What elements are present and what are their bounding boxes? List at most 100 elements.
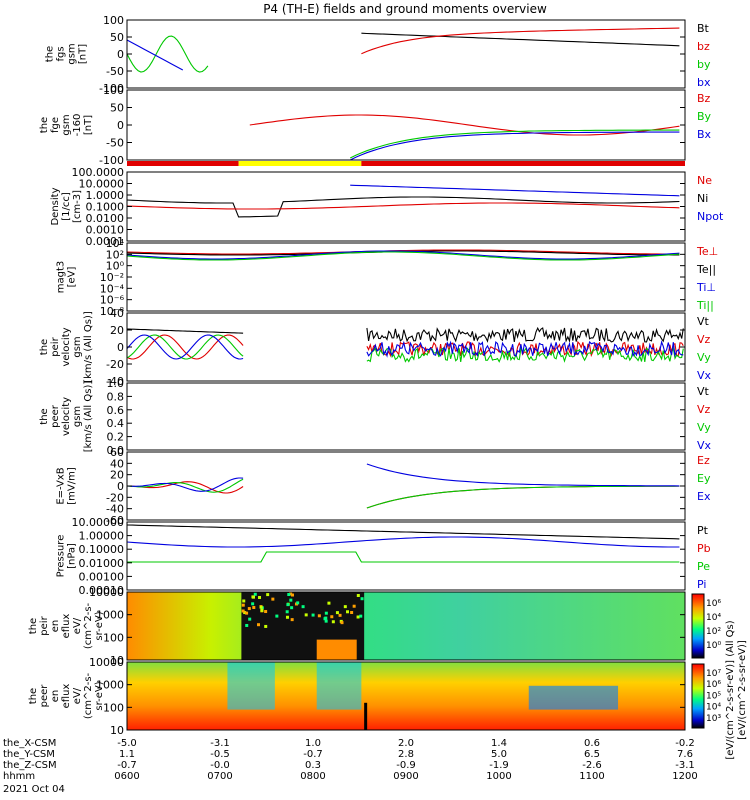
x-axis-value: 1100: [579, 771, 604, 782]
y-tick-label: 100: [103, 84, 124, 97]
y-axis-label: Pressure [nPa]: [56, 535, 78, 578]
ion-spectrogram-cell: [289, 592, 293, 596]
legend-entry: Bx: [697, 128, 712, 141]
y-tick-label: 20: [110, 324, 124, 337]
colorbar-label-ele: [eV/(cm^2-s-sr-eV)]: [737, 640, 748, 740]
ion-spectrogram-cell: [324, 611, 328, 615]
x-axis-value: 1000: [486, 771, 511, 782]
x-axis-value: -0.7: [117, 760, 137, 771]
electron-spectrogram-cool: [227, 662, 275, 710]
x-axis-value: 1.1: [119, 749, 135, 760]
colorbar-tick-label: 10⁵: [706, 691, 721, 701]
y-tick-label: 40: [110, 307, 124, 320]
ion-spectrogram-cell: [340, 621, 344, 625]
legend-entry: Pi: [697, 578, 706, 591]
ion-spectrogram-cell: [324, 619, 328, 623]
x-axis-value: 2.0: [398, 738, 414, 749]
legend-entry: bx: [697, 76, 711, 89]
y-axis-label-line: magt3: [56, 261, 67, 294]
ion-spectrogram-cell: [289, 598, 293, 602]
series-Ni: [127, 196, 680, 218]
ion-spectrogram-hot: [316, 639, 357, 660]
y-axis-label-line: fgs: [56, 46, 67, 61]
y-tick-label: 10000: [89, 656, 124, 669]
ion-spectrogram-cell: [286, 603, 290, 607]
x-axis-value: 5.0: [491, 749, 507, 760]
ion-spectrogram-cell: [259, 605, 263, 609]
y-axis-label-line: E=-VxB: [56, 467, 67, 504]
y-axis-label-line: [eV]: [67, 267, 78, 288]
electron-spectrogram-cool: [528, 685, 619, 710]
y-axis-label-line: gsm: [72, 406, 83, 427]
series-Vt: [127, 328, 244, 334]
x-axis-value: -0.5: [210, 749, 230, 760]
series-Ti-perp: [127, 250, 680, 260]
y-axis-label-line: the: [45, 46, 56, 62]
y-tick-label: 10⁻⁸: [100, 305, 125, 318]
y-axis-label-line: gsm: [61, 114, 72, 135]
panel-6: 1.00.80.60.40.20.0 the peer velocity gsm [km/…: [39, 377, 712, 457]
status-bar-yellow: [238, 161, 362, 166]
y-tick-label: 1000: [96, 609, 124, 622]
y-tick-label: 10²: [106, 248, 124, 261]
x-axis-value: 2.8: [398, 749, 414, 760]
ion-spectrogram-cell: [252, 606, 256, 610]
y-axis-label-line: [nT]: [83, 115, 94, 135]
series-Ey: [127, 478, 244, 493]
legend-entry: Vx: [697, 369, 712, 382]
y-tick-label: 0.0100: [86, 212, 125, 225]
panel-2: 100 50 0 -50 -100 the fge gsm -160 [nT] Bz By Bx: [39, 84, 712, 167]
legend-entry: Te||: [696, 263, 716, 276]
y-axis-label-line: [1/cc]: [61, 192, 72, 221]
y-tick-label: 0.8: [107, 390, 125, 403]
series-Vx: [366, 340, 684, 358]
y-axis-label-line: (cm^2-s-: [83, 602, 94, 649]
y-axis-label-line: -160: [72, 114, 83, 137]
y-tick-label: 10⁻⁴: [100, 282, 125, 295]
status-bar-red: [127, 161, 239, 166]
y-axis-label-line: Density: [50, 187, 61, 225]
series-Ex: [127, 477, 244, 492]
y-tick-label: 60: [110, 446, 124, 459]
y-axis-label-line: eV/: [72, 617, 83, 634]
ion-spectrogram-cell: [296, 601, 300, 605]
series-Npot: [350, 184, 680, 197]
y-axis-label-line: the: [28, 618, 39, 634]
legend-entry: Vx: [697, 439, 712, 452]
ion-spectrogram-cell: [266, 593, 270, 597]
y-axis-label-line: (cm^2-s-: [83, 672, 94, 719]
panel-1: 100 50 0 -50 -100 the fgs gsm [nT] Bt bz by bx: [45, 14, 711, 95]
legend-entry: Ex: [697, 490, 711, 503]
y-tick-label: -50: [106, 137, 124, 150]
series-Ez: [366, 485, 680, 509]
x-axis-value: -1.9: [489, 760, 509, 771]
y-tick-label: 0.4: [107, 417, 125, 430]
series-Vy: [366, 346, 684, 363]
x-axis-value: 0900: [393, 771, 418, 782]
y-tick-label: 0.00100: [79, 570, 125, 583]
y-axis-label-line: peir: [39, 615, 50, 635]
y-tick-label: 100: [103, 14, 124, 27]
ion-spectrogram-cell: [245, 623, 249, 627]
series-Bt: [361, 32, 680, 47]
x-axis-value: -0.7: [303, 749, 323, 760]
series-Vx: [127, 334, 244, 360]
y-axis-label-line: peir: [50, 336, 61, 356]
electron-spectrogram-gap: [364, 702, 368, 730]
ion-spectrogram-cell: [251, 602, 255, 606]
y-tick-label: 10000: [89, 586, 124, 599]
y-tick-label: 0.00010: [79, 584, 125, 597]
y-axis-label: the peir velocity gsm [km/s (All Qs)]: [39, 311, 94, 383]
y-axis-label-line: gsm: [67, 43, 78, 64]
y-axis-label-line: velocity: [61, 327, 72, 366]
ion-spectrogram-cell: [290, 606, 294, 610]
ion-spectrogram-cell: [290, 593, 294, 597]
panel-8: 10.000001.000000.100000.010000.001000.00…: [56, 516, 711, 597]
y-tick-label: 0.1000: [86, 201, 125, 214]
y-tick-label: 10.00000: [72, 516, 125, 529]
y-tick-label: 100: [103, 701, 124, 714]
legend-entry: Npot: [697, 210, 724, 223]
ion-spectrogram-cell: [338, 613, 342, 617]
y-tick-label: 1.00000: [79, 530, 125, 543]
